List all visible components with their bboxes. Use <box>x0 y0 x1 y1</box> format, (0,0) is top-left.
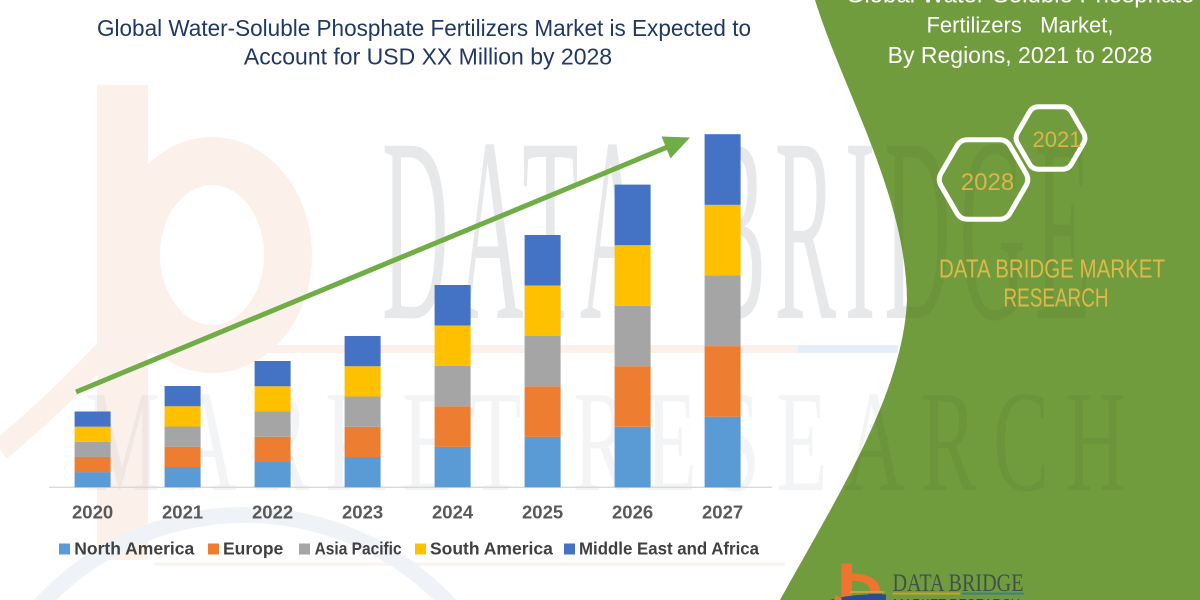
svg-text:Europe: Europe <box>223 539 284 559</box>
svg-text:By Regions, 2021 to 2028: By Regions, 2021 to 2028 <box>888 42 1153 68</box>
svg-text:2027: 2027 <box>702 502 743 523</box>
svg-text:DATA BRIDGE MARKET: DATA BRIDGE MARKET <box>939 256 1165 284</box>
svg-text:2023: 2023 <box>342 502 383 523</box>
svg-text:Global Water-Soluble Phosphate: Global Water-Soluble Phosphate Fertilize… <box>97 15 751 41</box>
svg-text:2020: 2020 <box>72 502 113 523</box>
svg-text:DATA BRIDGE: DATA BRIDGE <box>893 570 1024 597</box>
svg-text:2026: 2026 <box>612 502 653 523</box>
svg-text:2022: 2022 <box>252 502 293 523</box>
svg-text:Global Water-Soluble Phosphate: Global Water-Soluble Phosphate <box>846 0 1195 9</box>
svg-text:2024: 2024 <box>432 502 474 523</box>
svg-text:North America: North America <box>74 539 194 559</box>
svg-text:MARKET RESEARCH: MARKET RESEARCH <box>893 596 1020 600</box>
svg-text:Middle East and Africa: Middle East and Africa <box>579 539 759 559</box>
svg-text:Account for USD XX Million by: Account for USD XX Million by 2028 <box>244 44 612 70</box>
svg-text:2025: 2025 <box>522 502 563 523</box>
svg-text:Fertilizers Market,: Fertilizers Market, <box>926 12 1113 37</box>
svg-text:2028: 2028 <box>961 169 1014 196</box>
svg-text:2021: 2021 <box>162 502 203 523</box>
svg-text:South America: South America <box>430 539 553 559</box>
svg-text:RESEARCH: RESEARCH <box>1004 284 1109 312</box>
svg-text:Asia Pacific: Asia Pacific <box>315 539 402 559</box>
svg-text:2021: 2021 <box>1033 127 1082 152</box>
